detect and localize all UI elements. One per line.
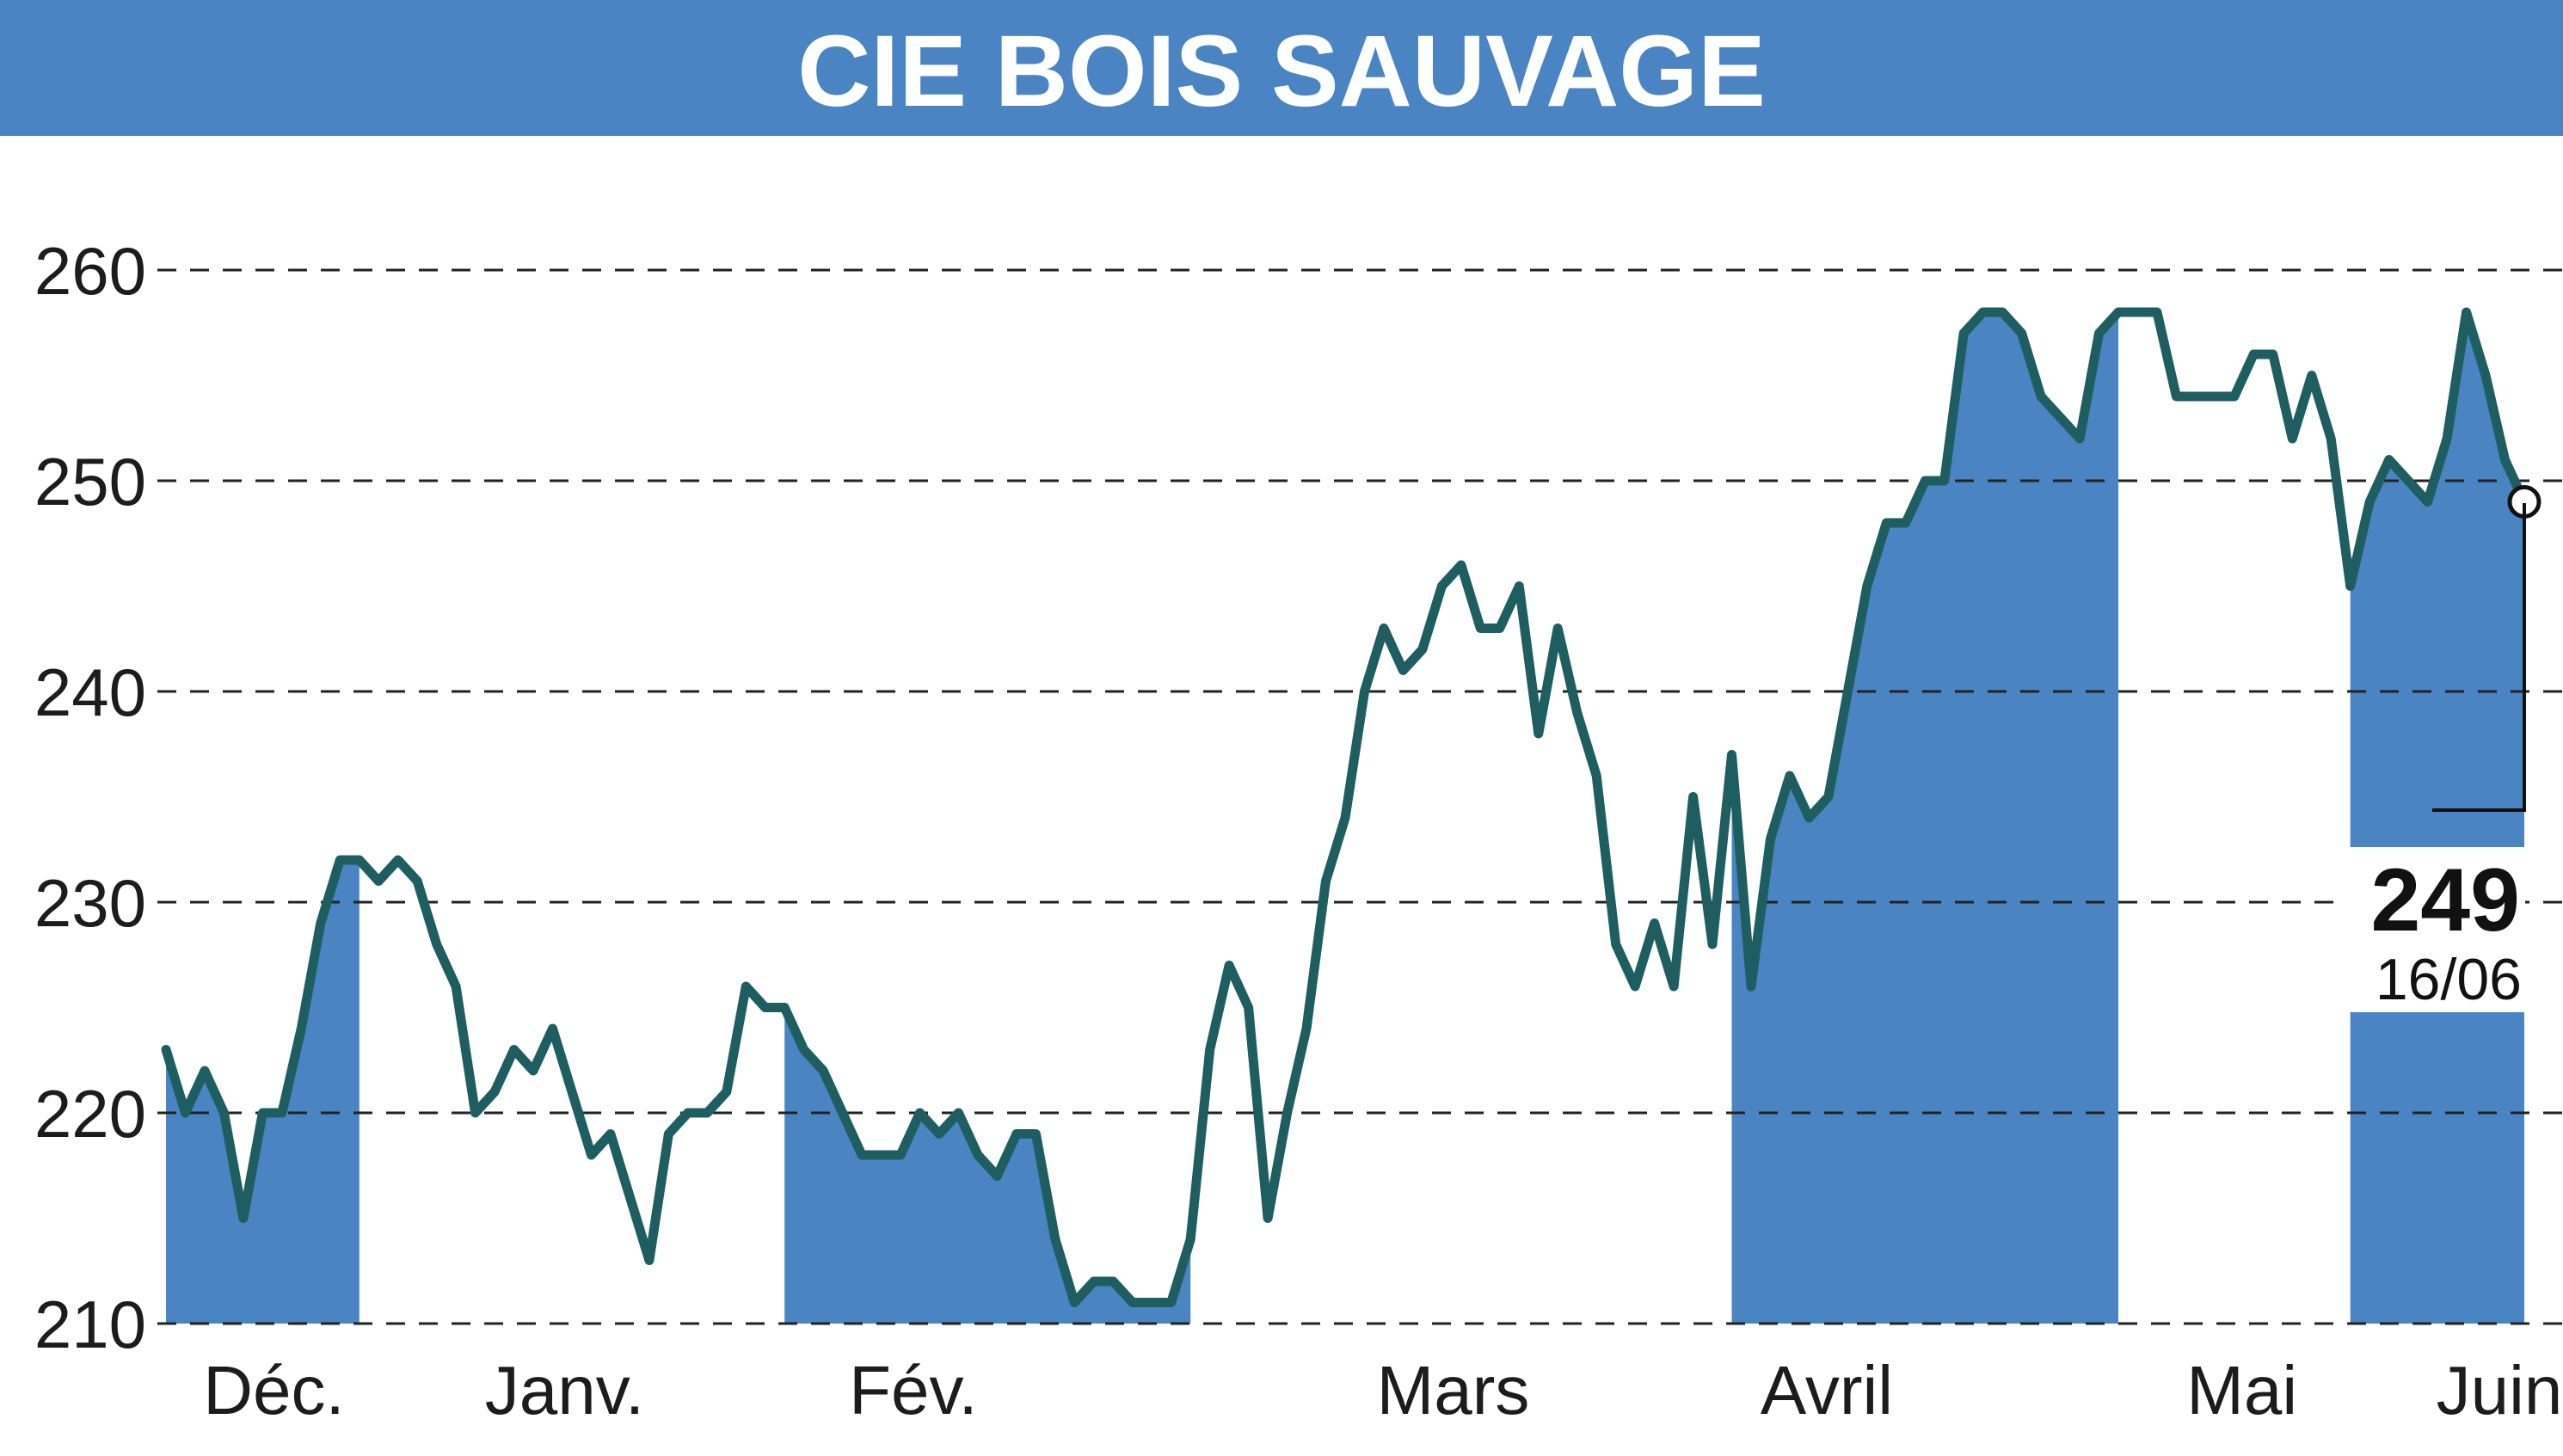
callout-backdrop xyxy=(2338,847,2525,1012)
price-line xyxy=(161,307,2529,1307)
y-tick-260: 260 xyxy=(34,233,146,309)
y-tick-210: 210 xyxy=(34,1287,146,1362)
month-band-2 xyxy=(1731,312,2118,1324)
y-axis-ticks: 210 220 230 240 250 260 xyxy=(34,233,146,1362)
last-date-label: 16/06 xyxy=(2376,947,2522,1012)
x-tick-2: Fév. xyxy=(849,1352,978,1428)
chart-title: CIE BOIS SAUVAGE xyxy=(797,15,1766,128)
title-bar xyxy=(0,0,2563,136)
month-band-3 xyxy=(2350,312,2524,1324)
y-tick-230: 230 xyxy=(34,865,146,941)
last-value-label: 249 xyxy=(2370,851,2520,950)
x-tick-3: Mars xyxy=(1377,1352,1530,1428)
x-tick-4: Avril xyxy=(1761,1352,1893,1428)
last-value-callout: 249 16/06 xyxy=(2338,503,2526,1012)
x-tick-0: Déc. xyxy=(203,1352,345,1428)
y-tick-220: 220 xyxy=(34,1076,146,1152)
price-series xyxy=(161,307,2541,1307)
x-tick-5: Mai xyxy=(2186,1352,2297,1428)
gridlines xyxy=(157,268,2563,1325)
x-axis-month-labels: Déc. Janv. Fév. Mars Avril Mai Juin xyxy=(203,1352,2562,1428)
y-tick-240: 240 xyxy=(34,654,146,730)
x-tick-6: Juin xyxy=(2437,1352,2563,1428)
x-tick-1: Janv. xyxy=(485,1352,644,1428)
callout-bracket xyxy=(2432,503,2526,812)
y-tick-250: 250 xyxy=(34,444,146,519)
